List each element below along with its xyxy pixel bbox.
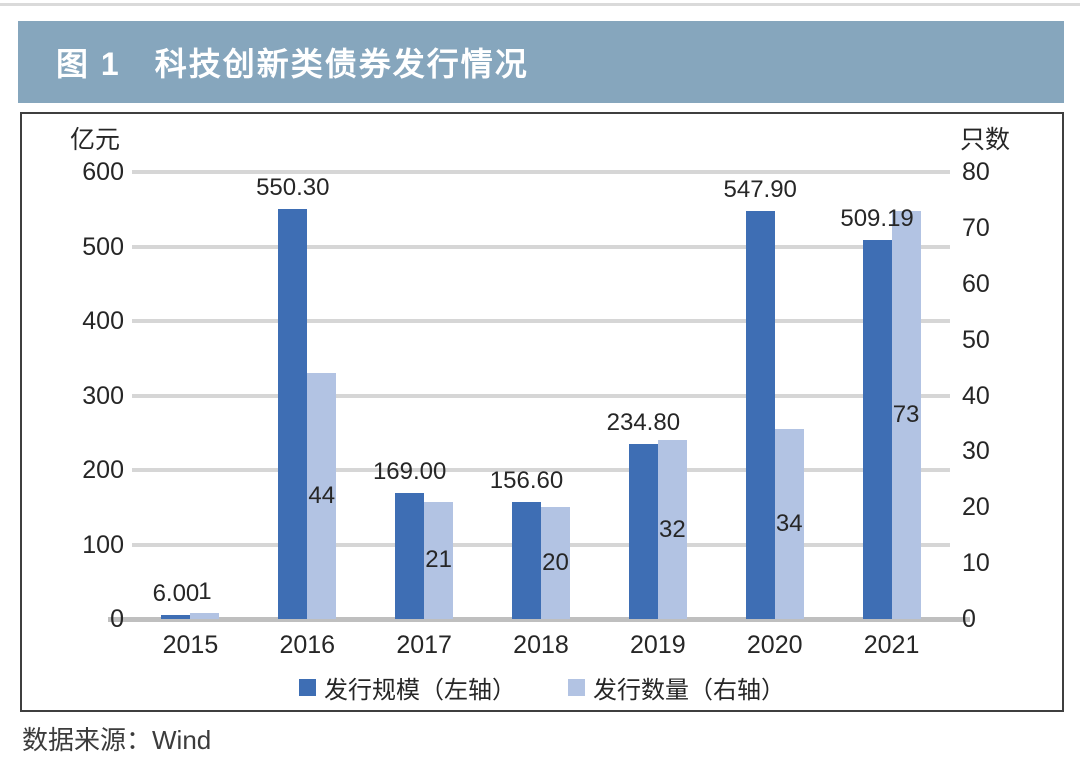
y-axis-tick-right: 40	[962, 381, 990, 410]
y-axis-tick-right: 0	[962, 605, 976, 633]
figure-number: 图 1	[56, 46, 121, 82]
bar-count-label: 73	[892, 401, 920, 429]
gridline	[132, 468, 950, 472]
y-axis-tick-left: 400	[82, 307, 124, 335]
top-rule-divider	[0, 3, 1080, 6]
bar-issuance-count	[541, 507, 570, 619]
bar-issuance-count	[424, 501, 454, 619]
gridline	[132, 170, 950, 174]
x-axis-label: 2017	[396, 631, 452, 659]
right-axis-title: 只数	[960, 126, 1011, 154]
bar-issuance-scale	[862, 239, 892, 619]
y-axis-tick-right: 80	[962, 158, 990, 186]
bar-value-label: 156.60	[489, 467, 564, 495]
bar-value-label: 6.00	[152, 579, 200, 607]
figure-title: 科技创新类债券发行情况	[154, 46, 529, 82]
y-axis-tick-right: 10	[962, 549, 990, 578]
figure-header: 图 1 科技创新类债券发行情况	[18, 21, 1064, 103]
bar-issuance-scale	[628, 444, 658, 619]
legend-swatch-icon	[299, 679, 316, 696]
y-axis-tick-right: 50	[962, 325, 990, 354]
x-axis-label: 2020	[746, 631, 803, 659]
bar-count-label: 20	[542, 549, 569, 577]
bar-issuance-scale	[512, 502, 541, 619]
data-source-note: 数据来源：Wind	[22, 725, 212, 755]
left-axis-title: 亿元	[70, 126, 121, 154]
chart-area: 亿元 只数 600 500 400 300 200 100 0 80 70 60 50 40 30 20 1…	[20, 112, 1064, 712]
bar-issuance-count	[190, 613, 220, 619]
y-axis-tick-right: 30	[962, 437, 990, 466]
bar-count-label: 32	[658, 515, 686, 543]
y-axis-tick-left: 500	[82, 232, 124, 261]
y-axis-tick-right: 20	[962, 493, 990, 522]
bar-count-label: 44	[308, 482, 336, 510]
x-axis-label: 2015	[162, 631, 219, 659]
gridline	[132, 319, 950, 323]
x-axis-label: 2019	[630, 631, 686, 659]
gridline	[132, 244, 950, 249]
bar-issuance-scale	[278, 209, 308, 619]
bar-issuance-scale	[395, 493, 425, 619]
legend-swatch-icon	[568, 679, 585, 696]
x-axis-line	[108, 617, 970, 622]
legend-item: 发行数量（右轴）	[568, 670, 785, 705]
bar-value-label: 169.00	[372, 458, 447, 486]
bar-value-label: 547.90	[723, 175, 797, 203]
y-axis-tick-left: 200	[82, 456, 124, 484]
y-axis-tick-left: 100	[82, 530, 124, 559]
legend-label: 发行数量（右轴）	[593, 677, 785, 704]
bar-value-label: 509.19	[840, 204, 914, 232]
gridline	[132, 393, 950, 398]
chart-legend: 发行规模（左轴） 发行数量（右轴）	[22, 670, 1062, 705]
legend-item: 发行规模（左轴）	[299, 670, 516, 705]
y-axis-tick-right: 60	[962, 269, 990, 298]
y-axis-tick-right: 70	[962, 213, 990, 242]
bar-issuance-scale	[161, 614, 191, 619]
bar-count-label: 21	[425, 546, 452, 574]
bar-count-label: 34	[775, 510, 803, 537]
bar-issuance-count	[307, 373, 337, 619]
y-axis-tick-left: 300	[82, 381, 124, 410]
y-axis-tick-left: 0	[110, 605, 124, 633]
bar-issuance-scale	[745, 210, 775, 619]
bar-issuance-count	[657, 440, 687, 619]
bar-issuance-count	[891, 211, 921, 619]
x-axis-label: 2021	[863, 631, 920, 659]
bar-count-label: 1	[198, 578, 212, 606]
bar-issuance-count	[774, 429, 804, 619]
x-axis-label: 2016	[279, 631, 336, 659]
y-axis-tick-left: 600	[82, 158, 124, 186]
legend-label: 发行规模（左轴）	[324, 677, 516, 704]
bar-value-label: 550.30	[256, 174, 330, 202]
x-axis-label: 2018	[513, 631, 569, 659]
bar-value-label: 234.80	[606, 409, 681, 437]
